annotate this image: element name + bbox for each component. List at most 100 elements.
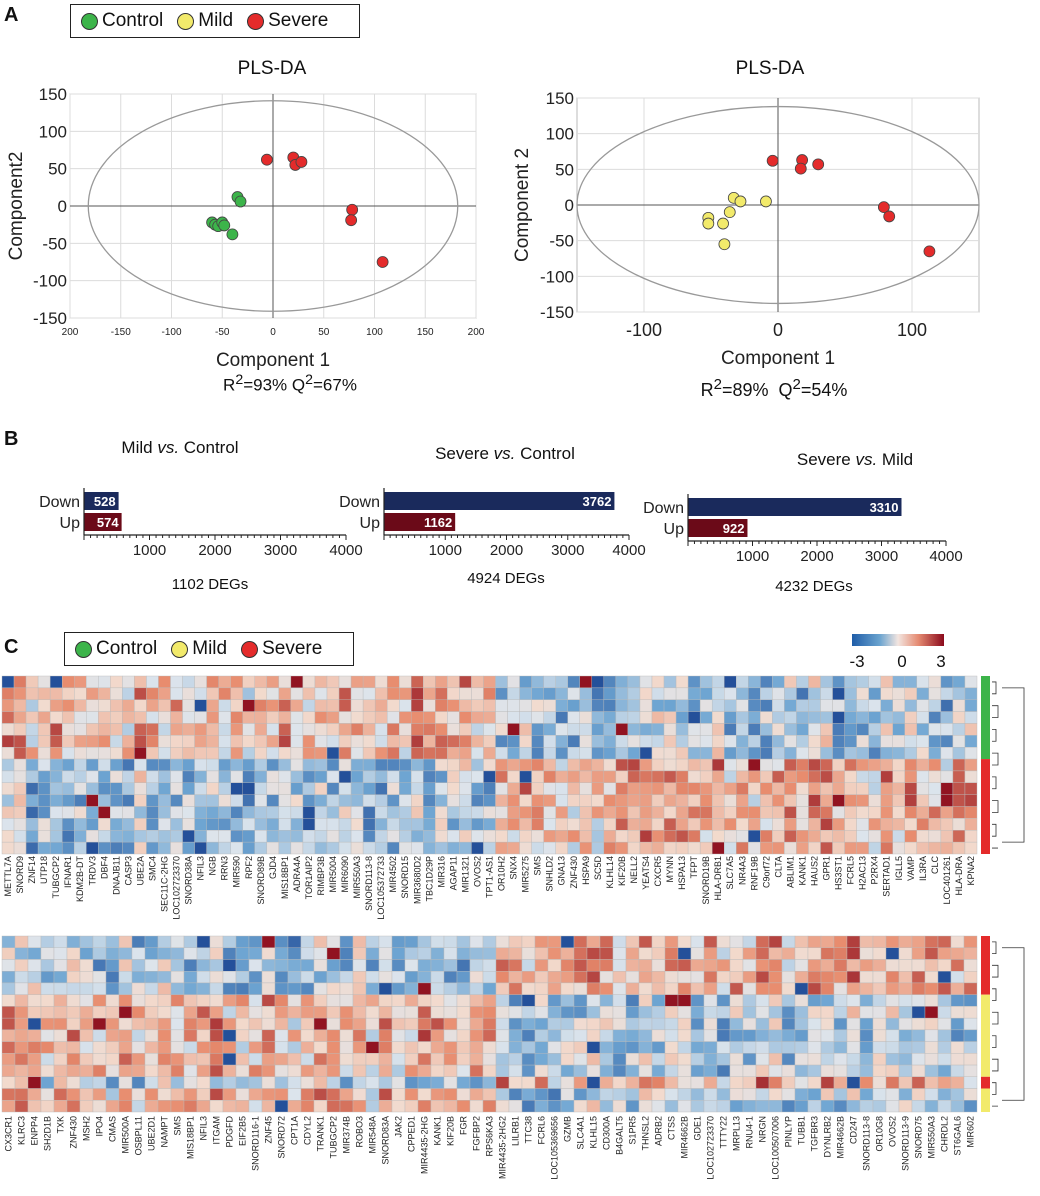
heatmap-cell — [495, 1088, 510, 1101]
heatmap-cell — [350, 699, 364, 712]
heatmap-cell — [796, 782, 809, 795]
heatmap-cell — [639, 841, 653, 855]
heatmap-cell — [86, 830, 99, 843]
heatmap-cell — [254, 806, 268, 819]
x-tick-label: 200 — [62, 327, 79, 338]
heatmap-cell — [411, 770, 424, 784]
heatmap-cell — [235, 935, 250, 948]
heatmap-cell — [98, 818, 111, 831]
gene-label: KIF20B — [446, 1116, 456, 1146]
heatmap-cell — [302, 806, 316, 819]
heatmap-cell — [547, 959, 562, 972]
heatmap-cell — [74, 711, 87, 724]
heatmap-cell — [664, 947, 679, 960]
heatmap-cell — [963, 1064, 978, 1078]
heatmap-cell — [194, 818, 207, 831]
heatmap-cell — [14, 935, 29, 948]
heatmap-cell — [290, 687, 304, 700]
heatmap-cell — [157, 1088, 172, 1101]
heatmap-cell — [98, 723, 111, 736]
heatmap-cell — [690, 935, 705, 948]
heatmap-cell — [699, 806, 713, 819]
heatmap-cell — [134, 806, 147, 819]
heatmap-cell — [846, 959, 861, 972]
heatmap-cell — [339, 1006, 354, 1019]
heatmap-cell — [591, 746, 605, 760]
heatmap-cell — [924, 1100, 939, 1113]
heatmap-cell — [495, 841, 508, 855]
bar-value-label: 1162 — [424, 515, 452, 530]
heatmap-cell — [716, 1088, 731, 1101]
gene-label: TRANK1 — [316, 1116, 326, 1152]
heatmap-cell — [300, 1006, 315, 1019]
heatmap-cell — [627, 746, 641, 760]
heatmap-cell — [586, 959, 601, 972]
heatmap-cell — [687, 830, 701, 843]
heatmap-cell — [313, 994, 328, 1007]
heatmap-cell — [391, 1100, 406, 1113]
heatmap-cell — [447, 711, 460, 724]
heatmap-cell — [820, 1029, 835, 1042]
heatmap-cell — [482, 959, 497, 972]
heatmap-cell — [469, 971, 484, 984]
heatmap-cell — [287, 947, 302, 960]
heatmap-cell — [122, 746, 135, 760]
heatmap-cell — [98, 770, 111, 784]
heatmap-cell — [586, 1041, 601, 1054]
heatmap-cell — [844, 841, 857, 855]
heatmap-cell — [755, 982, 770, 995]
heatmap-cell — [880, 818, 893, 831]
heatmap-cell — [555, 699, 568, 712]
y-tick-label: 50 — [48, 160, 67, 179]
heatmap-cell — [531, 841, 544, 855]
heatmap-cell — [254, 782, 268, 795]
gene-label: CX3CR1 — [4, 1116, 14, 1152]
heatmap-cell — [196, 971, 211, 984]
heatmap-cell — [134, 818, 147, 831]
gene-label: SNORD38A — [184, 856, 194, 905]
heatmap-cell — [435, 758, 448, 772]
heatmap-cell — [911, 994, 926, 1007]
point-severe — [346, 203, 359, 216]
heatmap-cell — [772, 687, 785, 700]
heatmap-cell — [206, 806, 219, 819]
heatmap-cell — [365, 959, 380, 972]
heatmap-cell — [521, 982, 536, 995]
heatmap-cell — [794, 1100, 809, 1113]
heatmap-cell — [675, 687, 689, 700]
heatmap-cell — [599, 959, 614, 972]
heatmap-cell — [350, 735, 364, 748]
heatmap-cell — [37, 746, 51, 760]
heatmap-cell — [338, 841, 352, 855]
heatmap-cell — [703, 1064, 718, 1078]
heatmap-cell — [844, 794, 857, 807]
heatmap-cell — [651, 1088, 666, 1101]
heatmap-cell — [567, 675, 580, 689]
heatmap-cell — [66, 1100, 81, 1113]
heatmap-cell — [964, 830, 978, 843]
heatmap-cell — [92, 994, 107, 1007]
heatmap-cell — [170, 758, 183, 772]
heatmap-cell — [892, 794, 905, 807]
heatmap-cell — [579, 723, 593, 736]
heatmap-cell — [586, 1029, 601, 1042]
heatmap-cell — [339, 1053, 354, 1066]
heatmap-cell — [677, 947, 692, 960]
heatmap-cell — [411, 782, 424, 795]
heatmap-cell — [326, 994, 341, 1007]
heatmap-cell — [386, 794, 400, 807]
heatmap-cell — [675, 711, 689, 724]
heatmap-cell — [230, 723, 243, 736]
heatmap-cell — [86, 818, 99, 831]
heatmap-cell — [832, 758, 845, 772]
panel-b-letter: B — [4, 428, 19, 450]
heatmap-cell — [471, 699, 484, 712]
heatmap-cell — [411, 841, 424, 855]
heatmap-cell — [456, 1088, 471, 1101]
heatmap-cell — [916, 782, 930, 795]
heatmap-cell — [495, 746, 508, 760]
heatmap-cell — [555, 723, 568, 736]
heatmap-cell — [898, 1088, 913, 1101]
heatmap-cell — [916, 758, 930, 772]
heatmap-cell — [196, 994, 211, 1007]
